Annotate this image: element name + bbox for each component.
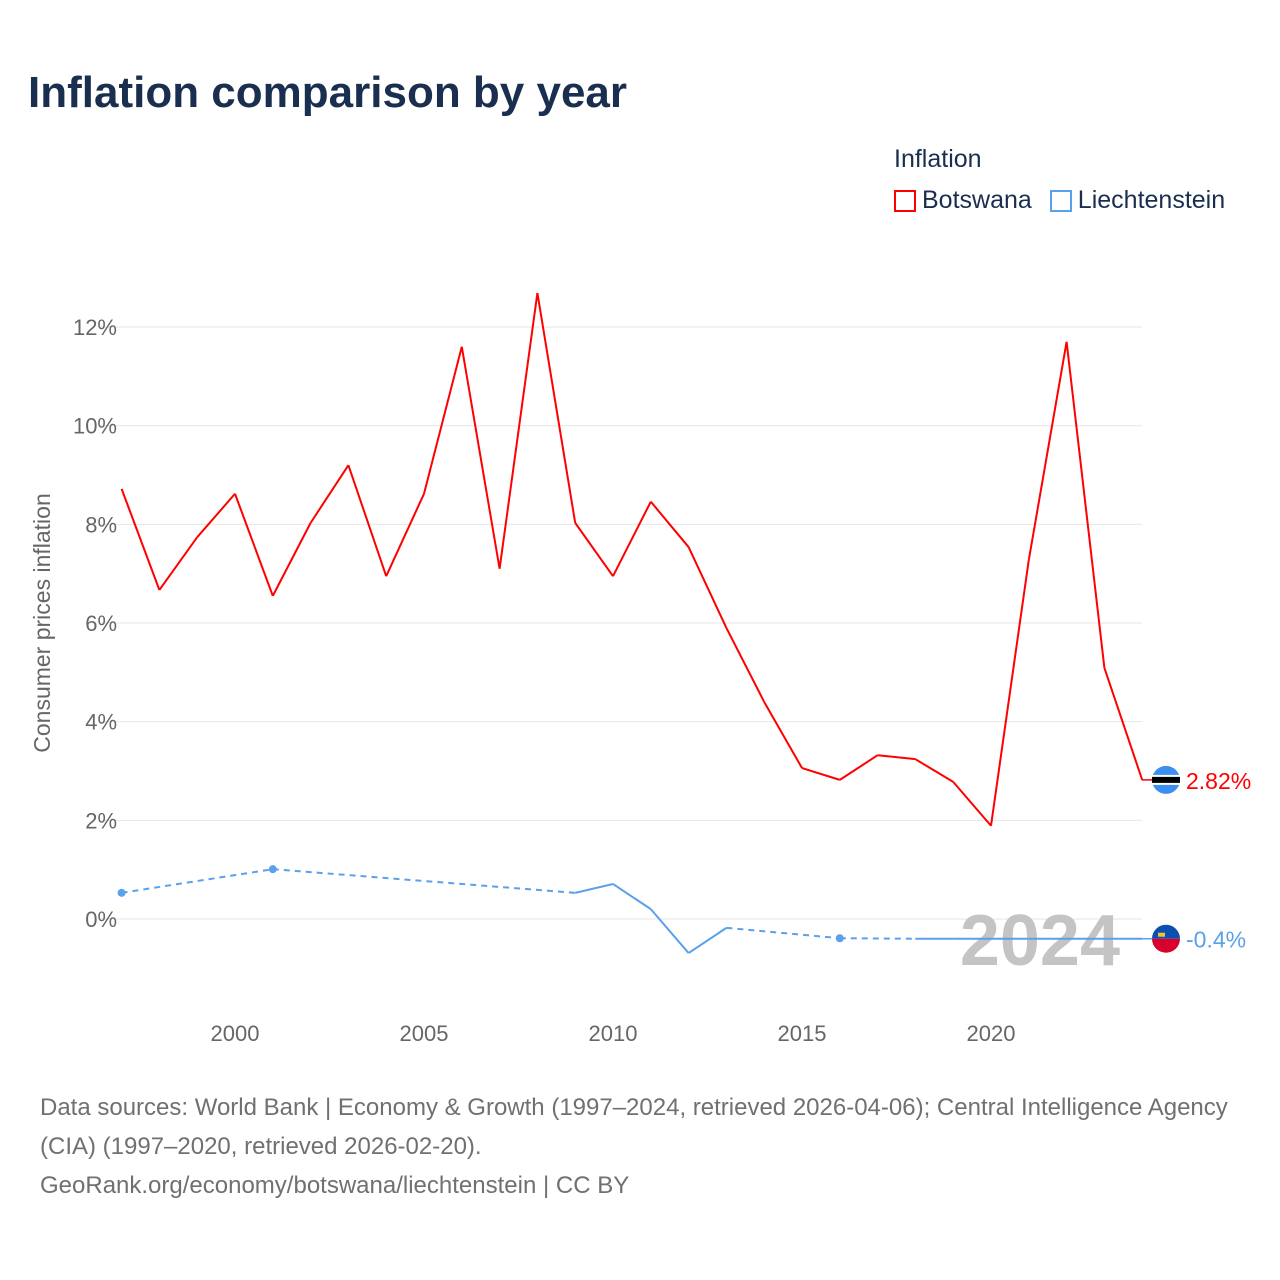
liechtenstein-flag-lower <box>1152 938 1181 953</box>
botswana-line-segment <box>725 627 766 703</box>
legend-title: Inflation <box>894 145 982 173</box>
botswana-line-segment <box>347 464 388 577</box>
legend-label: Botswana <box>922 186 1032 214</box>
legend-label: Liechtenstein <box>1077 186 1226 214</box>
botswana-line-segment <box>650 501 690 548</box>
botswana-line-segment <box>1027 341 1068 561</box>
legend-swatch <box>894 189 916 212</box>
botswana-line-segment <box>309 464 350 524</box>
y-tick-label: 4% <box>85 710 117 735</box>
botswana-line-segment <box>460 346 501 569</box>
botswana-line-segment <box>990 559 1030 826</box>
y-tick-label: 6% <box>85 611 117 636</box>
liechtenstein-data-point <box>268 865 277 874</box>
liechtenstein-crown-icon <box>1158 932 1165 937</box>
liechtenstein-line-segment <box>726 926 840 940</box>
y-tick-label: 12% <box>73 315 117 340</box>
legend: Botswana Liechtenstein <box>894 186 1225 215</box>
y-tick-label: 2% <box>85 808 117 833</box>
liechtenstein-line-segment <box>272 868 576 894</box>
botswana-line-segment <box>1065 341 1106 669</box>
botswana-line-segment <box>158 536 199 591</box>
botswana-line-segment <box>612 501 652 577</box>
data-sources: Data sources: World Bank | Economy & Gro… <box>40 1094 1228 1160</box>
y-tick-label: 10% <box>73 414 117 439</box>
botswana-line-segment <box>498 292 539 569</box>
botswana-line-segment <box>952 781 992 827</box>
botswana-end-label: 2.82% <box>1186 768 1251 794</box>
liechtenstein-line-segment <box>650 908 690 954</box>
chart-title: Inflation comparison by year <box>28 68 628 117</box>
botswana-line-segment <box>536 292 577 524</box>
x-tick-label: 2010 <box>589 1021 638 1046</box>
botswana-line-segment <box>120 488 161 591</box>
liechtenstein-line-segment <box>612 883 652 910</box>
botswana-line-segment <box>385 493 425 577</box>
legend-item-botswana[interactable]: Botswana <box>894 186 1032 215</box>
liechtenstein-data-point <box>835 934 844 943</box>
x-tick-label: 2000 <box>211 1021 260 1046</box>
botswana-line-segment <box>914 758 954 783</box>
legend-item-liechtenstein[interactable]: Liechtenstein <box>1049 186 1226 215</box>
botswana-line-segment <box>271 522 312 597</box>
botswana-line-segment <box>196 493 236 538</box>
botswana-flag-stripe <box>1152 776 1180 783</box>
botswana-line-segment <box>687 546 728 629</box>
footer: Data sources: World Bank | Economy & Gro… <box>40 1088 1250 1205</box>
liechtenstein-line-segment <box>574 883 614 894</box>
x-tick-label: 2005 <box>400 1021 449 1046</box>
x-tick-label: 2015 <box>778 1021 827 1046</box>
liechtenstein-line-segment <box>121 868 273 894</box>
liechtenstein-data-point <box>117 888 126 897</box>
botswana-line-segment <box>423 346 463 495</box>
botswana-line-segment <box>839 754 879 781</box>
y-tick-label: 0% <box>85 907 117 932</box>
year-watermark: 2024 <box>960 901 1120 981</box>
botswana-line-segment <box>877 754 916 761</box>
legend-swatch <box>1049 189 1072 212</box>
source-link[interactable]: GeoRank.org/economy/botswana/liechtenste… <box>40 1172 630 1199</box>
liechtenstein-flag-icon <box>1152 924 1181 939</box>
liechtenstein-end-label: -0.4% <box>1186 927 1246 953</box>
botswana-line-segment <box>1103 667 1144 781</box>
y-axis-label: Consumer prices inflation <box>29 493 55 753</box>
liechtenstein-line-segment <box>688 927 727 954</box>
botswana-line-segment <box>574 522 614 577</box>
y-tick-label: 8% <box>85 512 117 537</box>
botswana-line-segment <box>234 493 274 597</box>
botswana-line-segment <box>763 701 803 769</box>
x-tick-label: 2020 <box>967 1021 1016 1046</box>
botswana-line-segment <box>801 767 841 781</box>
